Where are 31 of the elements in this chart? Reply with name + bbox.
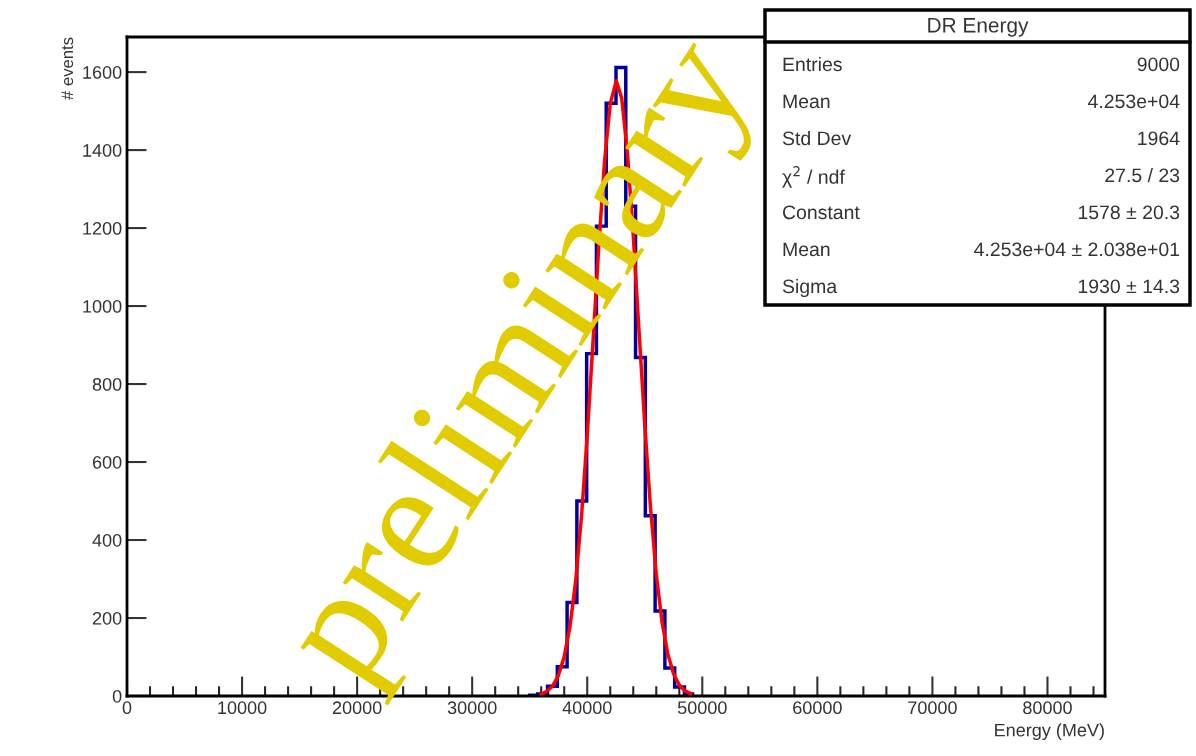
x-tick-label: 0 (122, 701, 132, 715)
annotation: Sigma (782, 278, 838, 298)
text: 9000 (1137, 57, 1180, 72)
annotation: 1578 ± 20.3 (1078, 205, 1180, 220)
annotation: 1930 ± 14.3 (1078, 279, 1180, 294)
x-tick-label: 80000 (1023, 701, 1072, 715)
annotation: Constant (782, 205, 860, 220)
x-tick-label: 10000 (218, 701, 267, 715)
y-tick-label: 600 (92, 455, 122, 469)
y-tick-label: 1600 (83, 66, 122, 79)
y-tick-label: 1400 (83, 144, 122, 157)
text: 27.5 / 23 (1105, 167, 1180, 183)
annotation: Entries (783, 56, 842, 72)
annotation: 4.253e+04 ± 2.038e+01 (974, 242, 1180, 257)
y-tick-label: 1200 (83, 222, 122, 235)
y-tick-label: 1000 (83, 299, 122, 313)
annotation: 4.253e+04 (1088, 94, 1180, 109)
y-tick-label: 200 (92, 611, 122, 625)
annotation: Std Dev (782, 130, 852, 146)
x-tick-label: 60000 (793, 701, 842, 715)
text: 1964 (1138, 131, 1180, 146)
chart-title: DR Energy (928, 18, 1029, 37)
annotation: χ$^{2}$ / ndf (782, 166, 845, 188)
y-tick-label: 800 (92, 377, 122, 391)
y-axis-title: # events (61, 37, 74, 100)
y-tick-label: 0 (112, 689, 122, 703)
x-tick-label: 70000 (908, 701, 957, 715)
annotation: Mean (783, 94, 830, 109)
y-tick-label: 400 (92, 533, 122, 547)
annotation: Mean (783, 242, 830, 257)
x-axis-title: Energy (MeV) (995, 723, 1104, 741)
